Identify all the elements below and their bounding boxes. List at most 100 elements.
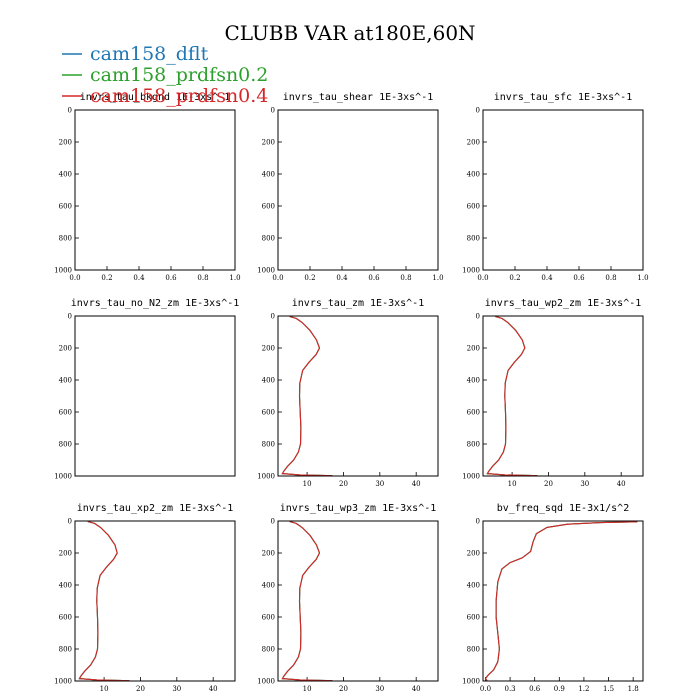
panel-9: bv_freq_sqd 1E-3x1/s^2020040060080010000… [462, 503, 644, 693]
x-tick-label: 30 [580, 480, 589, 488]
panel-3: invrs_tau_sfc 1E-3xs^-1 0 200 400 600 800 1000… [462, 92, 648, 282]
x-tick-label: 40 [412, 685, 421, 693]
x-tick-label: 40 [617, 480, 626, 488]
x-tick-label: 1.5 [603, 685, 614, 693]
y-tick-label: 1000 [257, 473, 275, 481]
panel-title: invrs_tau_bkgnd 1E-3xs^-1 [80, 92, 231, 103]
series-line-cam158_dflt [486, 316, 538, 476]
panel-title: invrs_tau_shear 1E-3xs^-1 [283, 92, 434, 103]
legend: cam158_dfltcam158_prdfsn0.2cam158_prdfsn… [62, 43, 268, 107]
y-tick-label: 200 [467, 139, 480, 147]
series-line-cam158_prdfsn0.2 [484, 521, 638, 681]
y-tick-label: 0 [476, 107, 480, 115]
x-tick-label: 40 [209, 685, 218, 693]
x-tick-label: 0.2 [101, 274, 112, 282]
panel-6: invrs_tau_wp2_zm 1E-3xs^-1 0 200 400 600 800 1… [462, 298, 644, 488]
y-tick-label: 1000 [54, 267, 72, 275]
series-line-cam158_dflt [281, 316, 333, 476]
x-tick-label: 0.8 [197, 274, 208, 282]
y-tick-label: 1000 [462, 267, 480, 275]
legend-entry: cam158_dflt [90, 43, 209, 65]
y-tick-label: 400 [467, 171, 480, 179]
y-tick-label: 200 [59, 550, 72, 558]
y-tick-label: 0 [68, 518, 72, 526]
plot-frame [277, 520, 439, 682]
x-tick-label: 0.2 [509, 274, 520, 282]
x-tick-label: 0.4 [336, 274, 348, 282]
x-tick-label: 0.6 [573, 274, 585, 282]
x-tick-label: 1.0 [229, 274, 240, 282]
y-tick-label: 400 [467, 582, 480, 590]
y-tick-label: 600 [262, 409, 275, 417]
y-tick-label: 600 [59, 409, 72, 417]
series-line-cam158_prdfsn0.2 [281, 316, 333, 476]
panel-title: invrs_tau_no_N2_zm 1E-3xs^-1 [71, 298, 240, 309]
panel-5: invrs_tau_zm 1E-3xs^-1 0 200 400 600 800 1000 1… [257, 298, 439, 488]
panel-1: invrs_tau_bkgnd 1E-3xs^-1 0 200 400 600 800 10… [54, 92, 240, 282]
y-tick-label: 1000 [54, 678, 72, 686]
x-tick-label: 0.4 [541, 274, 553, 282]
panel-title: invrs_tau_wp2_zm 1E-3xs^-1 [485, 298, 642, 309]
panel-title: invrs_tau_xp2_zm 1E-3xs^-1 [77, 503, 234, 514]
plot-frame [482, 109, 644, 271]
series-line-cam158_prdfsn0.2 [486, 316, 538, 476]
y-tick-label: 800 [262, 235, 275, 243]
series-line-cam158_dflt [281, 521, 333, 681]
y-tick-label: 800 [59, 441, 72, 449]
x-tick-label: 10 [303, 480, 312, 488]
x-tick-label: 30 [172, 685, 181, 693]
plot-frame [277, 315, 439, 477]
x-tick-label: 20 [339, 480, 348, 488]
y-tick-label: 200 [262, 345, 275, 353]
y-tick-label: 600 [467, 409, 480, 417]
x-tick-label: 1.0 [432, 274, 443, 282]
x-tick-label: 20 [339, 685, 348, 693]
y-tick-label: 0 [68, 313, 72, 321]
panel-8: invrs_tau_wp3_zm 1E-3xs^-1 0 200 400 600 800 1… [257, 503, 439, 693]
y-tick-label: 800 [59, 646, 72, 654]
x-tick-label: 20 [136, 685, 145, 693]
y-tick-label: 0 [271, 518, 275, 526]
series-line-cam158_prdfsn0.4 [78, 521, 130, 681]
x-tick-label: 10 [508, 480, 517, 488]
x-tick-label: 1.8 [628, 685, 639, 693]
y-tick-label: 1000 [257, 267, 275, 275]
x-tick-label: 0.4 [133, 274, 145, 282]
x-tick-label: 0.2 [304, 274, 315, 282]
y-tick-label: 600 [59, 614, 72, 622]
y-tick-label: 400 [262, 582, 275, 590]
y-tick-label: 0 [271, 107, 275, 115]
panel-title: invrs_tau_zm 1E-3xs^-1 [292, 298, 424, 309]
y-tick-label: 200 [467, 345, 480, 353]
panel-7: invrs_tau_xp2_zm 1E-3xs^-1 0 200 400 600 800 1… [54, 503, 236, 693]
y-tick-label: 800 [467, 646, 480, 654]
y-tick-label: 200 [467, 550, 480, 558]
series-line-cam158_prdfsn0.4 [281, 316, 333, 476]
x-tick-label: 30 [375, 480, 384, 488]
y-tick-label: 200 [59, 345, 72, 353]
x-tick-label: 40 [412, 480, 421, 488]
y-tick-label: 400 [262, 377, 275, 385]
series-line-cam158_prdfsn0.2 [78, 521, 130, 681]
y-tick-label: 200 [59, 139, 72, 147]
series-line-cam158_prdfsn0.2 [281, 521, 333, 681]
panel-title: bv_freq_sqd 1E-3x1/s^2 [497, 503, 629, 514]
y-tick-label: 400 [59, 582, 72, 590]
series-line-cam158_dflt [484, 521, 638, 681]
plot-frame [277, 109, 439, 271]
x-tick-label: 0.0 [272, 274, 283, 282]
series-line-cam158_dflt [78, 521, 130, 681]
x-tick-label: 10 [100, 685, 109, 693]
y-tick-label: 1000 [462, 678, 480, 686]
plot-frame [482, 520, 644, 682]
y-tick-label: 0 [68, 107, 72, 115]
y-tick-label: 1000 [54, 473, 72, 481]
figure-title: CLUBB VAR at180E,60N [224, 21, 475, 45]
legend-entry: cam158_prdfsn0.2 [90, 64, 268, 86]
y-tick-label: 800 [59, 235, 72, 243]
y-tick-label: 400 [59, 171, 72, 179]
y-tick-label: 200 [262, 139, 275, 147]
y-tick-label: 0 [271, 313, 275, 321]
panel-title: invrs_tau_wp3_zm 1E-3xs^-1 [280, 503, 437, 514]
